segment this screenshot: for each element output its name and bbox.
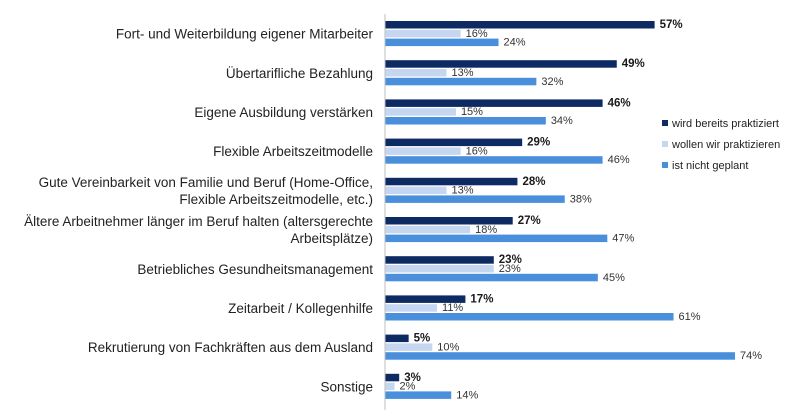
bar-5-1 xyxy=(385,225,471,234)
bar-4-2 xyxy=(385,195,565,203)
category-label-6: Betriebliches Gesundheitsmanagement xyxy=(137,262,373,277)
data-label-8-2: 74% xyxy=(740,350,762,362)
legend: wird bereits praktiziert wollen wir prakt… xyxy=(662,118,780,172)
data-label-2-1: 15% xyxy=(461,106,483,118)
category-label-2: Eigene Ausbildung verstärken xyxy=(194,105,373,120)
bar-0-1 xyxy=(385,29,461,38)
data-label-1-0: 49% xyxy=(622,58,645,70)
data-label-3-0: 29% xyxy=(527,137,550,149)
legend-label-1: wollen wir praktizieren xyxy=(671,139,780,151)
bars-layer xyxy=(385,21,736,399)
data-label-0-2: 24% xyxy=(504,37,526,49)
data-label-4-1: 13% xyxy=(451,185,473,197)
legend-swatch-0 xyxy=(662,120,668,126)
bar-6-1 xyxy=(385,265,494,273)
bar-9-0 xyxy=(385,373,400,382)
data-label-7-1: 11% xyxy=(442,302,463,314)
data-label-7-0: 17% xyxy=(470,293,493,305)
category-label-0: Fort- und Weiterbildung eigener Mitarbei… xyxy=(116,27,374,42)
category-label-9: Sonstige xyxy=(320,379,373,394)
data-label-6-0: 23% xyxy=(499,254,522,266)
bar-8-1 xyxy=(385,343,433,351)
category-label-1: Übertarifliche Bezahlung xyxy=(226,66,373,81)
bar-4-1 xyxy=(385,186,447,195)
category-label-5-line-0: Ältere Arbeitnehmer länger im Beruf halt… xyxy=(24,214,373,229)
category-label-4-line-1: Flexible Arbeitszeitmodelle, etc.) xyxy=(179,192,373,207)
data-label-8-0: 5% xyxy=(414,333,431,345)
bar-1-1 xyxy=(385,69,447,77)
bar-6-0 xyxy=(385,256,494,264)
data-label-1-2: 32% xyxy=(541,76,563,88)
data-label-2-2: 34% xyxy=(551,115,573,127)
data-label-4-2: 38% xyxy=(570,193,592,205)
legend-swatch-2 xyxy=(662,162,668,168)
bar-7-1 xyxy=(385,304,438,312)
data-label-6-1: 23% xyxy=(499,263,521,275)
bar-0-2 xyxy=(385,38,499,47)
bar-4-0 xyxy=(385,177,518,186)
category-label-8: Rekrutierung von Fachkräften aus dem Aus… xyxy=(88,340,373,355)
data-label-7-2: 61% xyxy=(679,311,701,323)
bar-7-2 xyxy=(385,313,674,321)
data-label-3-1: 16% xyxy=(466,145,488,157)
bar-1-0 xyxy=(385,60,617,68)
bar-1-2 xyxy=(385,77,537,86)
bar-3-0 xyxy=(385,138,523,147)
data-label-0-1: 16% xyxy=(466,28,488,40)
bar-8-0 xyxy=(385,334,409,343)
data-label-9-1: 2% xyxy=(399,381,415,393)
bar-7-0 xyxy=(385,295,466,303)
data-label-3-2: 46% xyxy=(608,154,630,166)
data-label-9-2: 14% xyxy=(456,389,478,401)
bar-6-2 xyxy=(385,273,598,282)
data-label-2-0: 46% xyxy=(608,97,631,109)
bar-9-1 xyxy=(385,382,395,391)
bar-3-2 xyxy=(385,156,603,164)
category-label-4-line-0: Gute Vereinbarkeit von Familie und Beruf… xyxy=(39,175,373,190)
data-label-6-2: 45% xyxy=(603,272,625,284)
data-label-0-0: 57% xyxy=(660,19,683,31)
bar-0-0 xyxy=(385,21,655,29)
bar-5-0 xyxy=(385,217,513,225)
legend-label-0: wird bereits praktiziert xyxy=(671,118,779,130)
legend-swatch-1 xyxy=(662,141,668,147)
bar-8-2 xyxy=(385,352,736,360)
data-label-5-0: 27% xyxy=(518,215,541,227)
bar-2-2 xyxy=(385,117,546,125)
bar-2-0 xyxy=(385,99,603,107)
legend-label-2: ist nicht geplant xyxy=(672,160,748,172)
labels-layer: 57% 16% 24% Fort- und Weiterbildung eigener… xyxy=(24,19,762,401)
data-label-9-0: 3% xyxy=(404,372,421,384)
bar-5-2 xyxy=(385,234,608,243)
bar-2-1 xyxy=(385,108,456,116)
data-label-5-1: 18% xyxy=(475,224,497,236)
bar-3-1 xyxy=(385,147,461,155)
data-label-8-1: 10% xyxy=(437,341,459,353)
data-label-1-1: 13% xyxy=(451,67,473,79)
category-label-5-line-1: Arbeitsplätze) xyxy=(290,231,373,246)
data-label-4-0: 28% xyxy=(522,176,545,188)
category-label-7: Zeitarbeit / Kollegenhilfe xyxy=(228,301,373,316)
category-label-3: Flexible Arbeitszeitmodelle xyxy=(213,144,373,159)
bar-9-2 xyxy=(385,391,452,399)
data-label-5-2: 47% xyxy=(612,233,634,245)
